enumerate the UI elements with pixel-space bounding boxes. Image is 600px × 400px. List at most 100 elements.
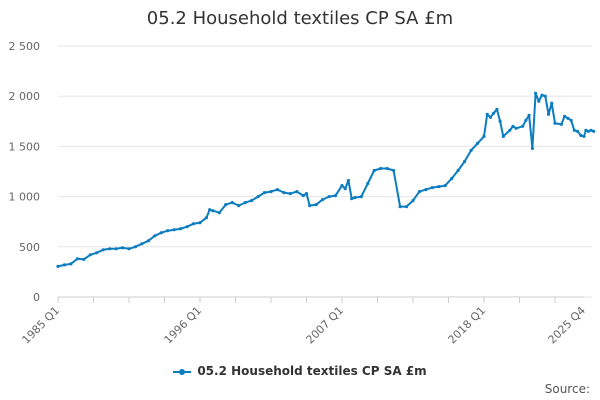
- data-point: [508, 128, 512, 132]
- data-point: [288, 192, 292, 196]
- data-point: [224, 203, 228, 207]
- data-point: [534, 91, 538, 95]
- data-point: [62, 263, 67, 267]
- data-point: [475, 141, 480, 145]
- data-point: [572, 128, 576, 132]
- data-point: [56, 264, 60, 268]
- legend-label: 05.2 Household textiles CP SA £m: [197, 364, 427, 378]
- data-point: [346, 178, 350, 183]
- data-point: [430, 186, 434, 190]
- data-point: [488, 115, 492, 119]
- data-point: [166, 229, 170, 233]
- data-point: [159, 231, 163, 235]
- data-point: [101, 248, 105, 252]
- data-point: [321, 198, 325, 202]
- x-tick-label: 2007 Q1: [304, 304, 347, 347]
- y-tick-label: 1 500: [9, 140, 41, 153]
- data-point: [353, 196, 357, 200]
- grid-lines: [58, 45, 592, 298]
- data-point: [95, 251, 99, 255]
- data-point: [69, 262, 73, 266]
- data-point: [559, 122, 564, 126]
- data-point: [492, 111, 496, 115]
- data-point: [450, 176, 454, 181]
- data-point: [230, 201, 234, 205]
- data-point: [301, 194, 305, 198]
- data-point: [282, 191, 286, 195]
- legend[interactable]: 05.2 Household textiles CP SA £m: [0, 364, 600, 378]
- data-point: [250, 199, 254, 203]
- data-point: [527, 113, 531, 117]
- data-point: [82, 257, 86, 261]
- data-point: [563, 114, 567, 118]
- data-point: [256, 195, 260, 199]
- x-tick-label: 1996 Q1: [162, 304, 205, 347]
- data-point: [275, 188, 279, 192]
- data-point: [398, 205, 402, 209]
- data-point: [511, 124, 515, 128]
- data-point: [172, 228, 176, 232]
- data-point: [372, 168, 376, 173]
- data-point: [543, 94, 547, 98]
- data-point: [108, 247, 112, 251]
- data-point: [498, 119, 502, 123]
- data-point: [485, 112, 489, 116]
- data-point: [343, 187, 347, 191]
- data-point: [424, 188, 428, 192]
- data-point: [243, 201, 247, 205]
- data-point: [392, 168, 396, 173]
- source-label: Source:: [544, 382, 590, 396]
- data-point: [262, 191, 267, 195]
- data-point: [314, 203, 318, 207]
- data-point: [333, 194, 338, 198]
- data-point: [524, 118, 528, 122]
- y-tick-label: 500: [19, 241, 40, 254]
- data-point: [179, 227, 183, 231]
- data-point: [340, 184, 344, 188]
- data-point: [198, 221, 202, 225]
- data-point: [540, 93, 544, 97]
- data-point: [146, 239, 150, 243]
- y-tick-label: 2 500: [9, 40, 41, 53]
- x-tick-label: 2018 Q1: [446, 304, 489, 347]
- data-point: [456, 168, 460, 173]
- data-point: [385, 166, 389, 171]
- data-point: [359, 195, 363, 199]
- data-point: [191, 222, 196, 226]
- series-layer: [56, 91, 596, 268]
- data-point: [411, 199, 415, 203]
- y-tick-label: 0: [33, 291, 40, 304]
- data-point: [327, 195, 331, 199]
- data-point: [366, 181, 370, 186]
- data-point: [350, 197, 354, 201]
- data-point: [75, 257, 79, 261]
- data-point: [566, 116, 570, 120]
- x-tick-label: 1985 Q1: [20, 304, 63, 347]
- data-point: [379, 166, 383, 171]
- data-point: [546, 112, 551, 116]
- data-point: [530, 146, 535, 150]
- data-point: [120, 246, 125, 250]
- data-point: [586, 129, 591, 133]
- data-point: [140, 242, 144, 246]
- data-point: [592, 129, 596, 133]
- data-point: [88, 253, 92, 257]
- x-axis: 1985 Q1 1996 Q1 2007 Q1 2018 Q1 2025 Q4: [20, 296, 588, 347]
- y-tick-label: 1 000: [9, 191, 41, 204]
- data-point: [550, 101, 554, 105]
- data-point: [582, 134, 586, 138]
- series-line: [57, 92, 595, 268]
- data-point: [575, 129, 580, 133]
- data-point: [295, 190, 299, 194]
- y-axis-tick-labels: 0 500 1 000 1 500 2 000 2 500: [9, 40, 41, 304]
- data-point: [308, 204, 312, 208]
- data-point: [127, 247, 131, 251]
- data-point: [404, 205, 409, 209]
- data-point: [463, 159, 467, 164]
- data-point: [133, 245, 137, 249]
- data-point: [521, 124, 525, 128]
- data-point: [537, 99, 541, 103]
- data-point: [501, 134, 505, 138]
- data-point: [304, 192, 309, 196]
